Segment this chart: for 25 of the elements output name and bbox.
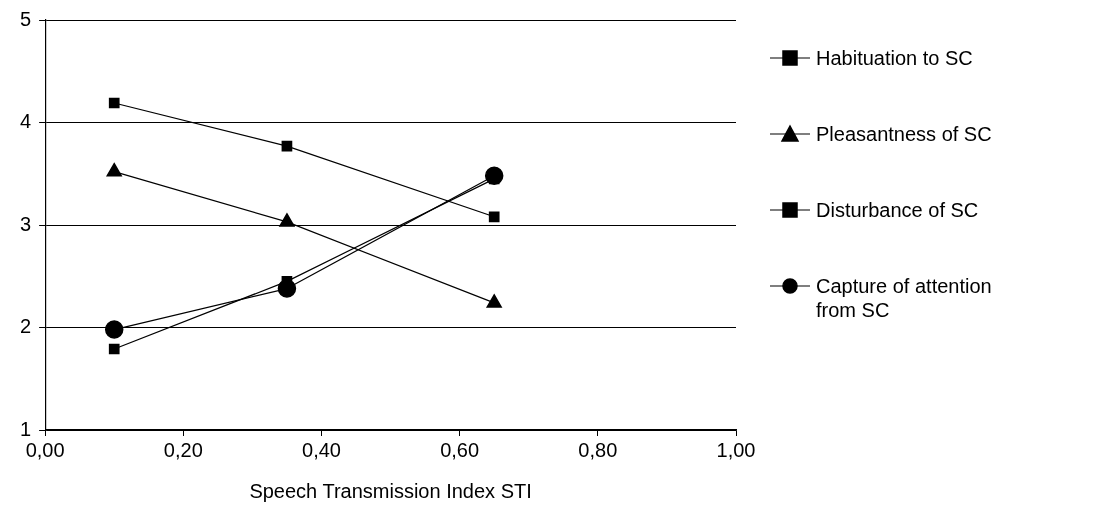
legend-label: Capture of attention from SC (816, 274, 993, 322)
legend-label: Disturbance of SC (816, 198, 980, 222)
legend-label: Habituation to SC (816, 46, 974, 70)
x-tick-label: 0,60 (440, 438, 480, 461)
x-tick-label: 0,80 (578, 438, 618, 461)
x-tick-label: 1,00 (716, 438, 756, 461)
x-axis-title: Speech Transmission Index STI (249, 479, 532, 502)
point (277, 279, 297, 298)
point (484, 166, 504, 186)
point (279, 213, 295, 227)
point (106, 162, 122, 177)
y-tick-label: 1 (20, 417, 32, 440)
y-tick-label: 2 (20, 315, 32, 338)
y-tick-label: 5 (20, 7, 32, 30)
x-tick-label: 0,40 (302, 438, 341, 461)
x-tick-label: 0,00 (25, 438, 65, 461)
y-tick-label: 4 (20, 110, 32, 133)
point (486, 294, 502, 308)
x-tick-label: 0,20 (163, 438, 203, 461)
point (488, 211, 500, 223)
point (108, 343, 120, 355)
legend-label: Pleasantness of SC (816, 122, 993, 146)
point (104, 320, 124, 339)
point (108, 97, 120, 109)
y-tick-label: 3 (20, 212, 32, 235)
